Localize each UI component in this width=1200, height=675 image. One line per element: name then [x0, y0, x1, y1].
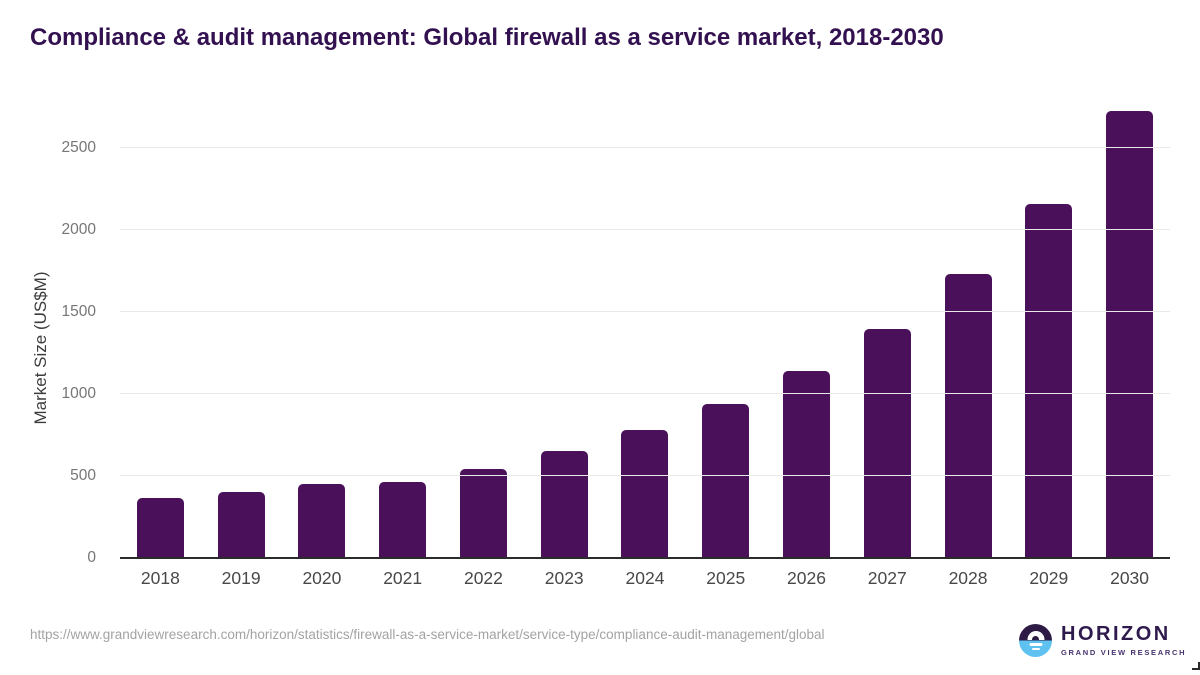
gridline — [120, 147, 1170, 149]
source-url: https://www.grandviewresearch.com/horizo… — [30, 627, 825, 642]
x-axis-label: 2024 — [625, 568, 665, 588]
corner-artifact — [1192, 662, 1200, 670]
y-axis-tick-label: 1000 — [61, 385, 96, 403]
x-axis-label: 2021 — [383, 568, 423, 588]
gridline — [120, 229, 1170, 231]
x-axis-line — [120, 557, 1170, 559]
gridline — [120, 475, 1170, 477]
x-axis-label: 2022 — [463, 568, 503, 588]
bar-2027[interactable] — [863, 328, 911, 558]
y-axis-tick-label: 0 — [87, 549, 96, 566]
horizon-logo: HORIZON GRAND VIEW RESEARCH — [1019, 623, 1186, 657]
x-axis-label: 2020 — [302, 568, 342, 588]
bar-2028[interactable] — [944, 274, 992, 558]
logo-text: HORIZON GRAND VIEW RESEARCH — [1061, 623, 1186, 657]
bar-2029[interactable] — [1025, 203, 1073, 558]
x-axis-label: 2019 — [221, 568, 261, 588]
bar-2018[interactable] — [136, 498, 184, 558]
water-line-icon — [1029, 643, 1042, 646]
bar-2021[interactable] — [379, 481, 427, 558]
logo-subtitle: GRAND VIEW RESEARCH — [1061, 648, 1187, 657]
y-axis-ticks: 0 500 1000 1500 2000 2500 — [40, 99, 108, 566]
bar-2023[interactable] — [540, 451, 588, 558]
x-axis-label: 2025 — [706, 568, 746, 588]
bar-2025[interactable] — [702, 403, 750, 558]
gridline — [120, 311, 1170, 313]
bar-2026[interactable] — [783, 371, 830, 558]
x-axis-label: 2030 — [1110, 568, 1150, 588]
x-axis-labels: 2018 2019 2020 2021 2022 2023 2024 2025 2026 2027… — [120, 568, 1170, 589]
plot-area — [120, 99, 1170, 558]
bar-2022[interactable] — [459, 468, 507, 558]
logo-mark-icon — [1019, 623, 1052, 657]
water-line-icon — [1031, 648, 1040, 650]
logo-wordmark: HORIZON — [1061, 623, 1171, 645]
bar-2020[interactable] — [298, 484, 346, 558]
page-title: Compliance & audit management: Global fi… — [30, 24, 944, 51]
y-axis-tick-label: 500 — [70, 467, 96, 485]
x-axis-label: 2028 — [948, 568, 988, 588]
x-axis-label: 2029 — [1029, 568, 1069, 588]
y-axis-tick-label: 2000 — [61, 221, 96, 239]
bar-2019[interactable] — [217, 491, 265, 558]
y-axis-tick-label: 2500 — [61, 139, 96, 157]
bar-2024[interactable] — [621, 430, 669, 558]
sunrise-dome-icon — [1027, 631, 1044, 640]
x-axis-label: 2018 — [140, 568, 180, 588]
bars-container — [120, 99, 1170, 558]
bar-2030[interactable] — [1106, 111, 1154, 558]
x-axis-label: 2026 — [787, 568, 826, 588]
x-axis-label: 2023 — [544, 568, 584, 588]
x-axis-label: 2027 — [867, 568, 907, 588]
gridline — [120, 393, 1170, 395]
y-axis-tick-label: 1500 — [61, 303, 96, 321]
